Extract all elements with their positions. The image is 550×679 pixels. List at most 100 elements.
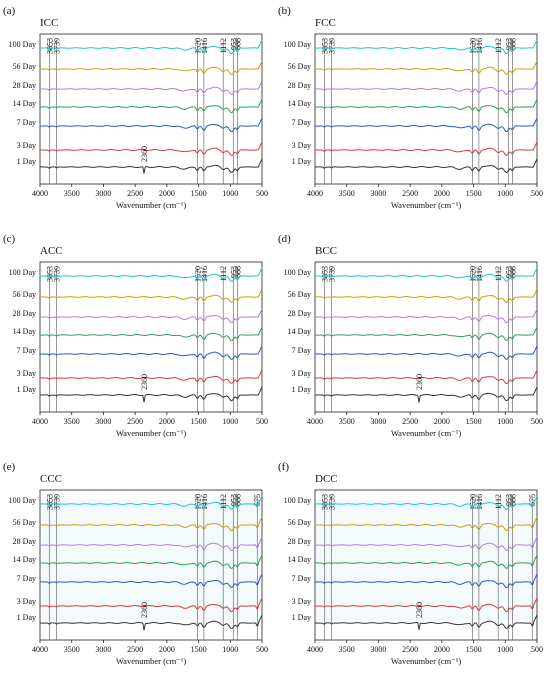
axes-frame — [314, 489, 538, 641]
peak-label: 575 — [253, 494, 262, 506]
peak-label: 1416 — [200, 494, 209, 510]
series-line — [40, 573, 263, 588]
series-label: 56 Day — [13, 62, 36, 71]
x-tick-label: 1000 — [222, 645, 238, 654]
series-line — [40, 98, 263, 114]
peak-label: 3853 — [45, 266, 54, 282]
series-label: 14 Day — [288, 99, 311, 108]
series-line — [40, 117, 263, 133]
annotation-label: 2360 — [415, 602, 424, 618]
peak-label: 888 — [508, 266, 517, 278]
series-label: 56 Day — [288, 518, 311, 527]
peak-label: 3739 — [328, 494, 337, 510]
axes-frame — [39, 261, 263, 413]
x-tick-label: 2000 — [159, 645, 175, 654]
series-line — [40, 345, 263, 360]
x-tick-label: 4000 — [32, 417, 48, 426]
series-line — [39, 536, 263, 552]
series-line — [40, 288, 263, 303]
peak-label: 3739 — [328, 38, 337, 54]
panel-title: ACC — [40, 245, 63, 257]
series-label: 14 Day — [13, 99, 36, 108]
peak-label: 3853 — [320, 494, 329, 510]
x-tick-label: 3500 — [339, 417, 355, 426]
peak-label: 1520 — [193, 494, 202, 510]
series-line — [39, 386, 263, 403]
x-tick-label: 1000 — [497, 189, 513, 198]
panel-title: CCC — [40, 473, 62, 485]
peak-label: 3739 — [53, 494, 62, 510]
series-label: 3 Day — [292, 597, 311, 606]
series-line — [40, 614, 263, 631]
panel-title: BCC — [315, 245, 337, 257]
x-tick-label: 500 — [256, 645, 268, 654]
series-label: 3 Day — [17, 369, 36, 378]
series-line — [40, 158, 263, 174]
axes-frame — [39, 33, 263, 185]
series-label: 1 Day — [292, 613, 311, 622]
series-line — [40, 267, 263, 283]
x-tick-label: 1000 — [222, 417, 238, 426]
x-tick-label: 1500 — [466, 417, 482, 426]
x-tick-label: 1500 — [191, 645, 207, 654]
x-tick-label: 500 — [531, 645, 543, 654]
panel-title: FCC — [315, 17, 336, 29]
peak-label: 1112 — [494, 266, 503, 281]
series-line — [40, 80, 263, 95]
peak-label: 1416 — [200, 266, 209, 282]
peak-label: 3853 — [45, 494, 54, 510]
peak-label: 888 — [233, 266, 242, 278]
series-label: 7 Day — [17, 574, 36, 583]
series-label: 28 Day — [13, 309, 36, 318]
series-line — [40, 597, 263, 613]
x-tick-label: 2000 — [159, 189, 175, 198]
x-axis-label: Wavenumber (cm⁻¹) — [116, 428, 186, 438]
peak-label: 953 — [229, 38, 238, 50]
peak-label: 1112 — [219, 38, 228, 53]
peak-label: 1112 — [219, 494, 228, 509]
peak-label: 888 — [233, 494, 242, 506]
x-tick-label: 2000 — [434, 645, 450, 654]
series-label: 7 Day — [17, 118, 36, 127]
series-label: 56 Day — [288, 62, 311, 71]
series-line — [39, 369, 263, 384]
series-line — [315, 267, 538, 282]
series-line — [39, 554, 263, 569]
x-tick-label: 4000 — [307, 645, 323, 654]
peak-label: 1416 — [200, 38, 209, 54]
x-tick-label: 3500 — [339, 189, 355, 198]
series-label: 3 Day — [292, 141, 311, 150]
x-tick-label: 500 — [531, 417, 543, 426]
panel-label: (f) — [278, 461, 289, 473]
series-label: 14 Day — [288, 555, 311, 564]
panel-title: DCC — [315, 473, 338, 485]
series-label: 7 Day — [292, 118, 311, 127]
x-tick-label: 2500 — [127, 417, 143, 426]
series-label: 100 Day — [284, 40, 311, 49]
peak-label: 3739 — [53, 266, 62, 282]
x-tick-label: 500 — [256, 417, 268, 426]
series-line — [315, 39, 538, 55]
peak-label: 953 — [229, 266, 238, 278]
peak-label: 953 — [504, 266, 513, 278]
peak-label: 1112 — [494, 494, 503, 509]
series-line — [40, 516, 263, 532]
x-tick-label: 1500 — [466, 645, 482, 654]
series-line — [315, 369, 538, 385]
x-tick-label: 500 — [531, 189, 543, 198]
peak-label: 953 — [504, 38, 513, 50]
series-label: 100 Day — [9, 268, 36, 277]
x-tick-label: 3500 — [339, 645, 355, 654]
series-line — [315, 597, 538, 613]
x-tick-label: 3500 — [64, 645, 80, 654]
peak-label: 1520 — [468, 494, 477, 510]
series-line — [315, 573, 538, 589]
series-label: 28 Day — [13, 81, 36, 90]
series-line — [314, 60, 538, 75]
x-axis-label: Wavenumber (cm⁻¹) — [391, 656, 461, 666]
series-line — [40, 326, 263, 342]
series-label: 1 Day — [17, 385, 36, 394]
